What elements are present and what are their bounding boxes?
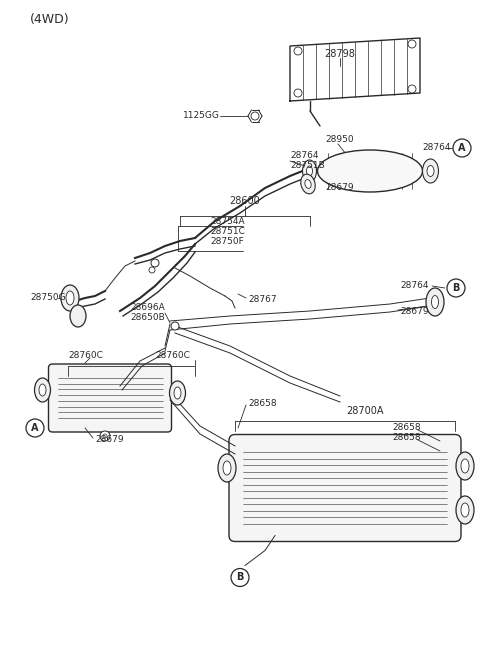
- Text: 28764: 28764: [400, 281, 429, 291]
- Text: 28600: 28600: [229, 196, 260, 206]
- Circle shape: [453, 139, 471, 157]
- Circle shape: [447, 279, 465, 297]
- Ellipse shape: [66, 291, 74, 305]
- Text: 28751B: 28751B: [290, 161, 325, 171]
- Ellipse shape: [61, 285, 79, 311]
- Ellipse shape: [461, 459, 469, 473]
- Text: 28658: 28658: [248, 398, 276, 407]
- Circle shape: [151, 259, 159, 267]
- Circle shape: [103, 434, 107, 438]
- Circle shape: [231, 569, 249, 586]
- Ellipse shape: [218, 454, 236, 482]
- Ellipse shape: [35, 378, 50, 402]
- Text: 28679: 28679: [325, 184, 354, 192]
- Ellipse shape: [305, 180, 311, 188]
- Text: 28700A: 28700A: [346, 405, 384, 415]
- Text: 28658: 28658: [392, 434, 420, 443]
- Text: 28750F: 28750F: [210, 237, 244, 245]
- Ellipse shape: [174, 387, 181, 399]
- Circle shape: [171, 322, 179, 330]
- Ellipse shape: [307, 166, 312, 176]
- Circle shape: [408, 40, 416, 48]
- Circle shape: [149, 267, 155, 273]
- Ellipse shape: [302, 160, 316, 182]
- Circle shape: [294, 89, 302, 97]
- Text: 28650B: 28650B: [130, 314, 165, 323]
- FancyBboxPatch shape: [229, 434, 461, 541]
- Ellipse shape: [39, 384, 46, 396]
- Ellipse shape: [70, 305, 86, 327]
- Text: B: B: [236, 573, 244, 583]
- Ellipse shape: [317, 150, 422, 192]
- Text: 28658: 28658: [392, 424, 420, 432]
- Circle shape: [100, 431, 110, 441]
- Text: 28696A: 28696A: [130, 304, 165, 312]
- Ellipse shape: [432, 295, 439, 308]
- Text: 28751C: 28751C: [210, 226, 245, 236]
- Text: B: B: [452, 283, 460, 293]
- Text: 28750G: 28750G: [30, 293, 66, 302]
- Circle shape: [294, 47, 302, 55]
- Text: 28760C: 28760C: [155, 352, 190, 361]
- Text: 1125GG: 1125GG: [183, 112, 220, 121]
- Ellipse shape: [426, 288, 444, 316]
- Ellipse shape: [456, 452, 474, 480]
- Circle shape: [26, 419, 44, 437]
- Text: (4WD): (4WD): [30, 14, 70, 26]
- Circle shape: [251, 112, 259, 120]
- Ellipse shape: [422, 159, 439, 183]
- Text: 28679: 28679: [95, 436, 124, 445]
- Ellipse shape: [169, 381, 185, 405]
- FancyBboxPatch shape: [48, 364, 171, 432]
- Ellipse shape: [427, 165, 434, 176]
- Text: 28798: 28798: [324, 49, 355, 59]
- Ellipse shape: [223, 461, 231, 475]
- Ellipse shape: [456, 496, 474, 524]
- Ellipse shape: [461, 503, 469, 517]
- Text: A: A: [31, 423, 39, 433]
- Text: 28950: 28950: [325, 136, 354, 144]
- Text: A: A: [458, 143, 466, 153]
- Ellipse shape: [301, 174, 315, 194]
- Text: 28754A: 28754A: [210, 216, 245, 226]
- Text: 28679: 28679: [400, 308, 429, 316]
- Text: 28764: 28764: [290, 152, 319, 161]
- Text: 28767: 28767: [248, 295, 276, 304]
- Circle shape: [408, 85, 416, 93]
- Text: 28760C: 28760C: [68, 352, 103, 361]
- Text: 28764: 28764: [422, 144, 451, 152]
